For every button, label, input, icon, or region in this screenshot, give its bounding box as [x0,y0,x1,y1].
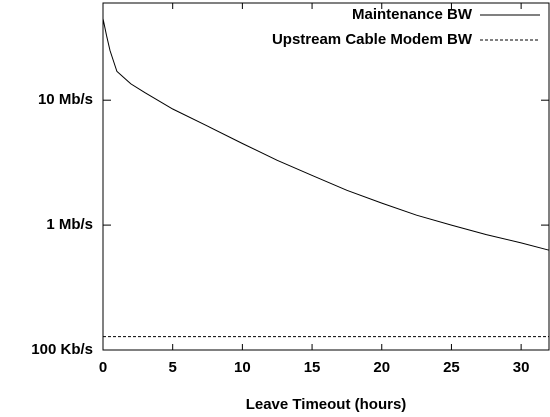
x-tick-label: 20 [373,359,390,376]
x-tick-label: 25 [443,359,460,376]
legend-label: Maintenance BW [352,6,473,23]
x-axis-label: Leave Timeout (hours) [246,396,407,413]
y-tick-label: 100 Kb/s [31,341,93,358]
y-tick-label: 10 Mb/s [38,91,93,108]
x-tick-label: 30 [513,359,530,376]
series-line [102,18,550,251]
plot-frame [102,2,550,351]
legend-label: Upstream Cable Modem BW [272,31,473,48]
x-tick-label: 5 [169,359,177,376]
x-tick-label: 15 [304,359,321,376]
y-tick-label: 1 Mb/s [46,216,93,233]
x-tick-label: 10 [234,359,251,376]
x-tick-label: 0 [99,359,107,376]
